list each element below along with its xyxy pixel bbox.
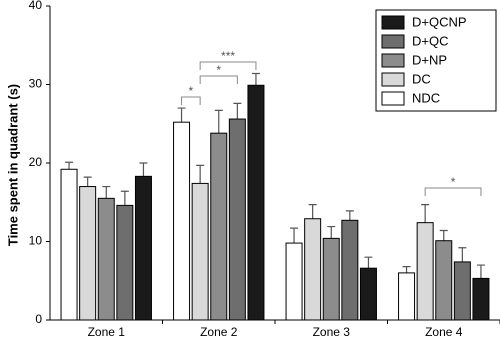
bar xyxy=(116,204,134,321)
bar xyxy=(472,277,490,321)
y-tick-label: 30 xyxy=(29,77,43,91)
y-tick-label: 0 xyxy=(35,312,42,326)
bar xyxy=(60,168,78,321)
significance-label: * xyxy=(216,63,221,77)
significance-bracket xyxy=(181,96,201,105)
error-bar xyxy=(196,164,205,184)
error-bar xyxy=(102,185,111,199)
bar xyxy=(228,118,246,321)
error-bar xyxy=(214,109,223,134)
legend-label: D+QC xyxy=(412,33,448,48)
legend-swatch xyxy=(381,15,405,30)
bar xyxy=(435,240,453,321)
bar xyxy=(191,182,209,321)
error-bar xyxy=(233,102,242,120)
significance-label: *** xyxy=(221,49,235,63)
bar xyxy=(79,186,97,321)
bar xyxy=(416,222,434,321)
bar xyxy=(285,242,303,321)
error-bar xyxy=(308,204,317,219)
error-bar xyxy=(421,204,430,223)
x-tick-label: Zone 2 xyxy=(200,325,238,339)
x-tick-label: Zone 1 xyxy=(88,325,126,339)
x-tick-label: Zone 3 xyxy=(313,325,351,339)
bar xyxy=(398,272,416,321)
y-tick-label: 20 xyxy=(29,155,43,169)
error-bar xyxy=(139,162,148,177)
significance-bracket xyxy=(199,61,257,70)
legend-label: D+QCNP xyxy=(412,14,467,29)
bar xyxy=(341,219,359,321)
error-bar xyxy=(364,256,373,269)
error-bar xyxy=(439,229,448,241)
y-tick-label: 40 xyxy=(29,0,43,12)
error-bar xyxy=(120,190,129,206)
error-bar xyxy=(65,161,74,170)
x-tick-label: Zone 4 xyxy=(425,325,463,339)
significance-bracket xyxy=(199,75,238,84)
bar xyxy=(359,267,377,321)
bar xyxy=(247,84,265,321)
legend-swatch xyxy=(381,53,405,68)
error-bar xyxy=(476,264,485,279)
error-bar xyxy=(251,72,260,86)
significance-bracket xyxy=(424,187,482,196)
legend-swatch xyxy=(381,34,405,49)
bar xyxy=(97,197,115,321)
bar xyxy=(210,132,228,321)
bar xyxy=(304,218,322,321)
significance-label: * xyxy=(189,84,194,98)
error-bar xyxy=(458,247,467,262)
bar xyxy=(322,237,340,321)
error-bar xyxy=(177,107,186,123)
bar xyxy=(453,261,471,321)
legend-swatch xyxy=(381,91,405,106)
bar xyxy=(173,121,191,321)
significance-label: * xyxy=(451,175,456,189)
error-bar xyxy=(83,176,92,187)
error-bar xyxy=(290,227,299,244)
y-tick-label: 10 xyxy=(29,234,43,248)
legend-label: D+NP xyxy=(412,52,447,67)
y-axis-label: Time spent in quadrant (s) xyxy=(5,84,20,246)
error-bar xyxy=(402,266,411,273)
legend-label: NDC xyxy=(412,90,440,105)
legend-swatch xyxy=(381,72,405,87)
bar xyxy=(134,175,152,321)
legend-label: DC xyxy=(412,71,431,86)
error-bar xyxy=(345,210,354,221)
error-bar xyxy=(327,225,336,239)
